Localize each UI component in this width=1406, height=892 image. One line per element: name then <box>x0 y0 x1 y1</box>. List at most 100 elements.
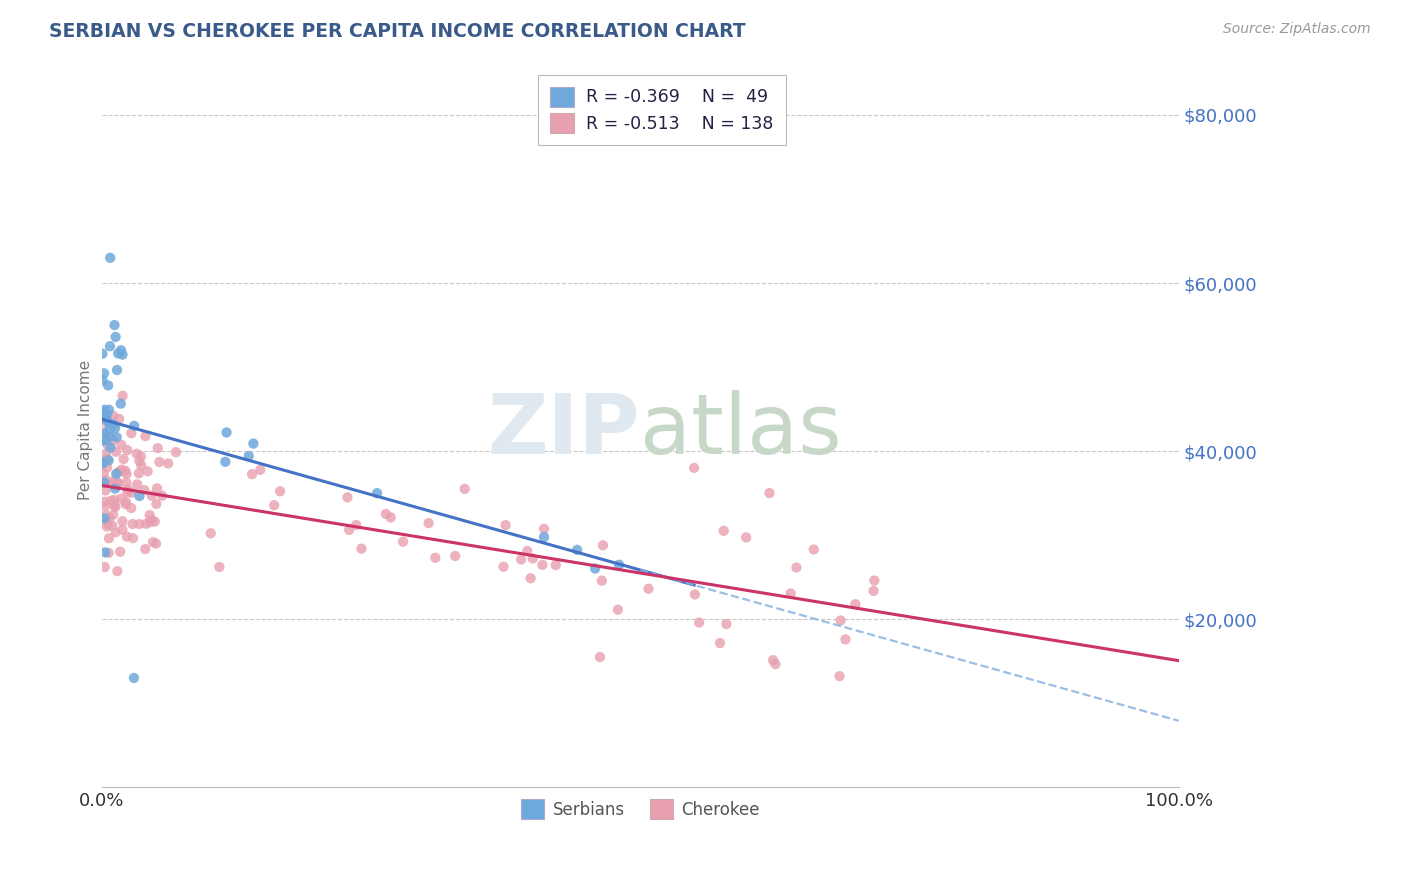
Point <box>111 462 134 476</box>
Point <box>91 434 114 448</box>
Point <box>688 615 710 630</box>
Point <box>120 426 142 441</box>
Point <box>103 508 125 522</box>
Point <box>93 494 115 508</box>
Point <box>91 346 114 360</box>
Point <box>122 671 145 685</box>
Point <box>103 417 125 432</box>
Point <box>111 389 134 403</box>
Point <box>96 519 118 533</box>
Point <box>337 523 360 537</box>
Point <box>114 464 136 478</box>
Point <box>165 445 187 459</box>
Point <box>492 559 515 574</box>
Point <box>683 587 706 601</box>
Point <box>128 517 150 532</box>
Point <box>425 550 447 565</box>
Point <box>97 378 120 392</box>
Point <box>533 530 555 544</box>
Point <box>148 455 170 469</box>
Point <box>101 434 124 448</box>
Point <box>591 574 613 588</box>
Point <box>143 515 166 529</box>
Point <box>418 516 440 530</box>
Point <box>117 483 139 497</box>
Point <box>98 511 121 525</box>
Point <box>107 346 129 360</box>
Point <box>96 473 118 487</box>
Point <box>834 632 856 647</box>
Point <box>105 445 128 459</box>
Point <box>120 501 142 516</box>
Point <box>350 541 373 556</box>
Point <box>146 441 169 455</box>
Point <box>444 549 467 563</box>
Point <box>101 409 124 423</box>
Point <box>97 453 120 467</box>
Point <box>97 517 120 532</box>
Point <box>103 499 125 513</box>
Point <box>240 467 263 482</box>
Text: Source: ZipAtlas.com: Source: ZipAtlas.com <box>1223 22 1371 37</box>
Point <box>863 574 886 588</box>
Point <box>96 460 118 475</box>
Point <box>104 482 127 496</box>
Point <box>114 497 136 511</box>
Point <box>101 518 124 533</box>
Point <box>93 425 115 439</box>
Point <box>844 597 866 611</box>
Point <box>104 476 127 491</box>
Point <box>93 467 115 481</box>
Point <box>98 430 121 444</box>
Point <box>735 530 758 544</box>
Point <box>103 318 125 332</box>
Point <box>94 499 117 513</box>
Point <box>141 513 163 527</box>
Point <box>94 447 117 461</box>
Point <box>136 464 159 478</box>
Point <box>93 511 115 525</box>
Point <box>103 492 125 507</box>
Point <box>111 523 134 537</box>
Point <box>637 582 659 596</box>
Point <box>104 525 127 540</box>
Point <box>214 455 236 469</box>
Point <box>200 526 222 541</box>
Point <box>128 467 150 481</box>
Point <box>830 614 852 628</box>
Point <box>121 516 143 531</box>
Point <box>93 560 115 574</box>
Point <box>120 485 142 500</box>
Point <box>146 481 169 495</box>
Point <box>366 486 388 500</box>
Point <box>533 522 555 536</box>
Point <box>91 457 114 471</box>
Point <box>263 498 285 512</box>
Point <box>716 617 738 632</box>
Point <box>135 516 157 531</box>
Point <box>242 436 264 450</box>
Point <box>758 486 780 500</box>
Point <box>269 484 291 499</box>
Point <box>157 457 180 471</box>
Point <box>115 467 138 481</box>
Point <box>105 467 128 481</box>
Point <box>94 483 117 498</box>
Point <box>96 513 118 527</box>
Point <box>98 422 121 436</box>
Point <box>108 412 131 426</box>
Point <box>803 542 825 557</box>
Point <box>762 653 785 667</box>
Point <box>215 425 238 440</box>
Point <box>779 586 801 600</box>
Point <box>111 514 134 528</box>
Point <box>531 558 554 572</box>
Text: SERBIAN VS CHEROKEE PER CAPITA INCOME CORRELATION CHART: SERBIAN VS CHEROKEE PER CAPITA INCOME CO… <box>49 22 745 41</box>
Point <box>592 538 614 552</box>
Point <box>454 482 477 496</box>
Point <box>100 493 122 508</box>
Point <box>117 485 139 500</box>
Text: atlas: atlas <box>640 390 842 471</box>
Point <box>110 545 132 559</box>
Point <box>134 483 156 498</box>
